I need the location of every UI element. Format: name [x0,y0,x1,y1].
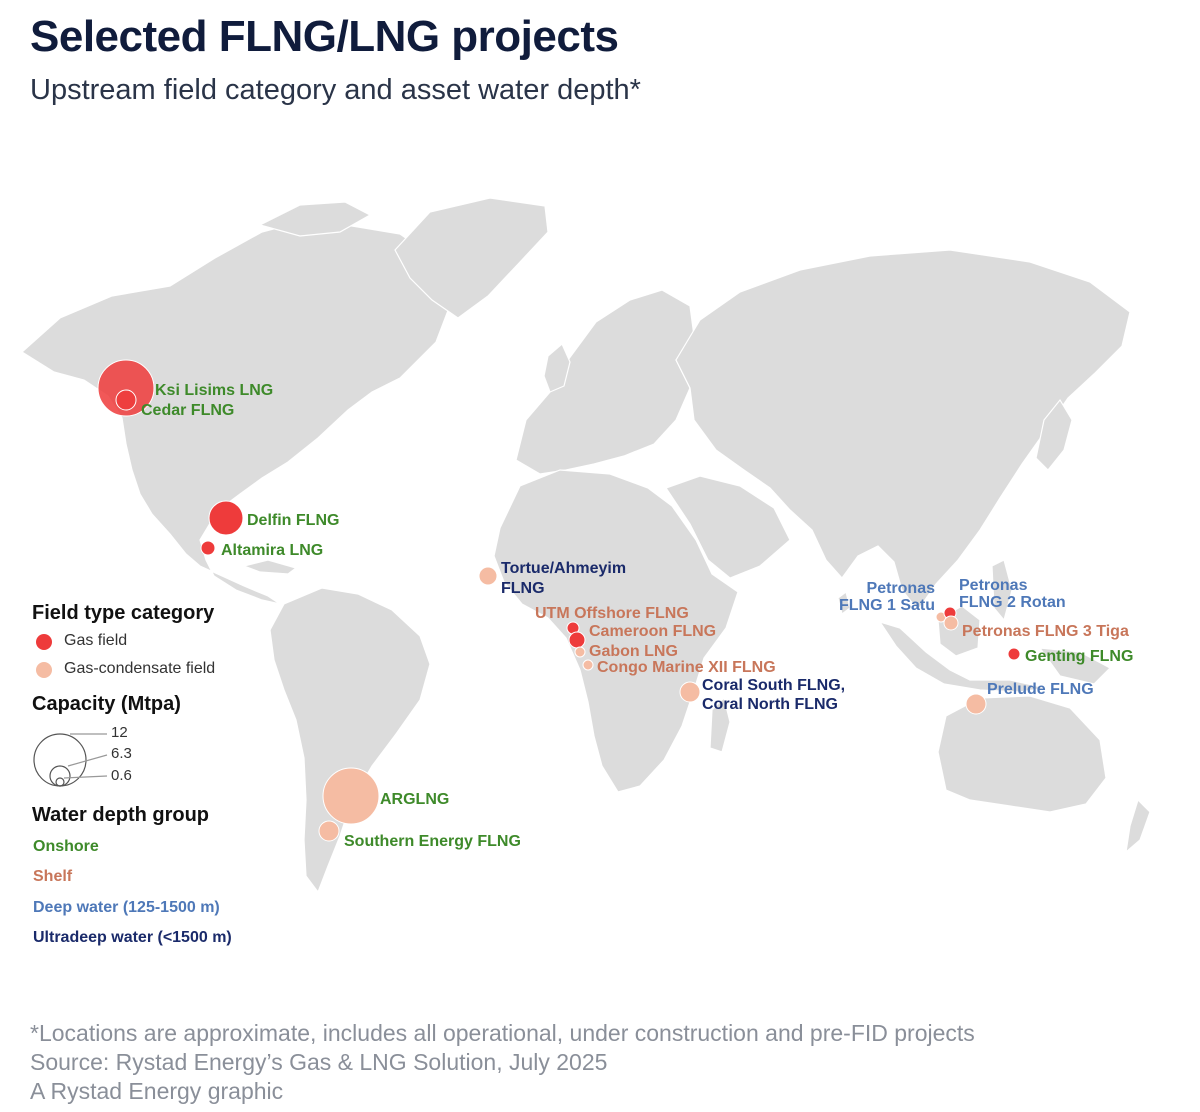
label-satu-2: FLNG 1 Satu [839,597,935,614]
legend-depth-title: Water depth group [32,804,210,826]
legend-depth-ultradeep: Ultradeep water (<1500 m) [33,929,232,946]
land-uk [543,343,571,393]
land-australia [937,695,1107,813]
label-utm: UTM Offshore FLNG [535,605,689,622]
label-tiga: Petronas FLNG 3 Tiga [962,623,1129,640]
footer-source: Source: Rystad Energy’s Gas & LNG Soluti… [30,1049,608,1075]
legend-gas-label: Gas field [64,632,128,649]
footer-note: *Locations are approximate, includes all… [30,1020,975,1046]
label-southern: Southern Energy FLNG [344,833,521,850]
bubble-southern[interactable] [318,820,340,842]
label-cedar: Cedar FLNG [141,402,234,419]
footer-credit: A Rystad Energy graphic [30,1078,284,1104]
land-masses [21,197,1151,894]
legend-condensate-label: Gas-condensate field [64,660,216,677]
legend-gas-dot [36,634,52,650]
bubble-prelude[interactable] [965,693,987,715]
land-philippines [991,559,1013,622]
land-greenland [394,197,549,319]
label-delfin: Delfin FLNG [247,512,339,529]
label-coral-2: Coral North FLNG [702,696,838,713]
label-prelude: Prelude FLNG [987,681,1094,698]
label-satu-1: Petronas [867,580,936,597]
label-genting: Genting FLNG [1025,648,1133,665]
bubble-coral[interactable] [679,681,701,703]
land-new-zealand [1125,798,1151,854]
bubble-tortue[interactable] [478,566,498,586]
bubble-cedar[interactable] [115,389,137,411]
land-europe [515,289,695,475]
bubble-genting[interactable] [1007,647,1021,661]
legend-capacity-title: Capacity (Mtpa) [32,693,181,715]
bubble-arglng[interactable] [322,767,380,825]
land-sri-lanka [837,590,851,616]
legend-cap-12: 12 [111,724,128,741]
legend-field-title: Field type category [32,602,215,624]
bubble-delfin[interactable] [208,500,244,536]
legend-cap-63: 6.3 [111,745,132,762]
legend-depth-deep: Deep water (125-1500 m) [33,899,220,916]
legend-cap-06: 0.6 [111,767,132,784]
label-ksi-lisims: Ksi Lisims LNG [155,382,273,399]
project-labels: Ksi Lisims LNG Cedar FLNG Delfin FLNG Al… [141,382,1133,850]
label-gabon: Gabon LNG [589,643,678,660]
label-coral-1: Coral South FLNG, [702,677,845,694]
legend-depth-onshore: Onshore [33,838,99,855]
bubble-tiga[interactable] [943,615,959,631]
label-tortue-2: FLNG [501,580,545,597]
label-tortue-1: Tortue/Ahmeyim [501,560,626,577]
label-rotan-2: FLNG 2 Rotan [959,594,1066,611]
bubble-altamira[interactable] [200,540,216,556]
bubble-ksi-lisims[interactable] [97,359,155,417]
legend-condensate-dot [36,662,52,678]
bubble-gabon[interactable] [574,646,586,658]
label-arglng: ARGLNG [380,791,449,808]
bubble-congo[interactable] [582,659,594,671]
land-indonesia [878,620,1047,693]
land-arabia [665,475,791,579]
bubble-cameroon[interactable] [568,631,586,649]
land-new-guinea [1038,647,1111,685]
page-title: Selected FLNG/LNG projects [30,12,619,61]
land-arctic-islands [258,201,372,237]
label-cameroon: Cameroon FLNG [589,623,716,640]
land-japan [1035,398,1073,471]
land-africa [493,469,739,793]
label-congo: Congo Marine XII FLNG [597,659,776,676]
label-altamira: Altamira LNG [221,542,323,559]
land-asia [675,249,1131,612]
page-subtitle: Upstream field category and asset water … [30,74,641,106]
land-caribbean [241,559,298,575]
label-rotan-1: Petronas [959,577,1028,594]
capacity-legend-circles [33,733,108,787]
legend-depth-shelf: Shelf [33,868,73,885]
land-south-america [269,587,431,894]
project-bubbles [97,359,1021,842]
land-madagascar [709,696,731,753]
